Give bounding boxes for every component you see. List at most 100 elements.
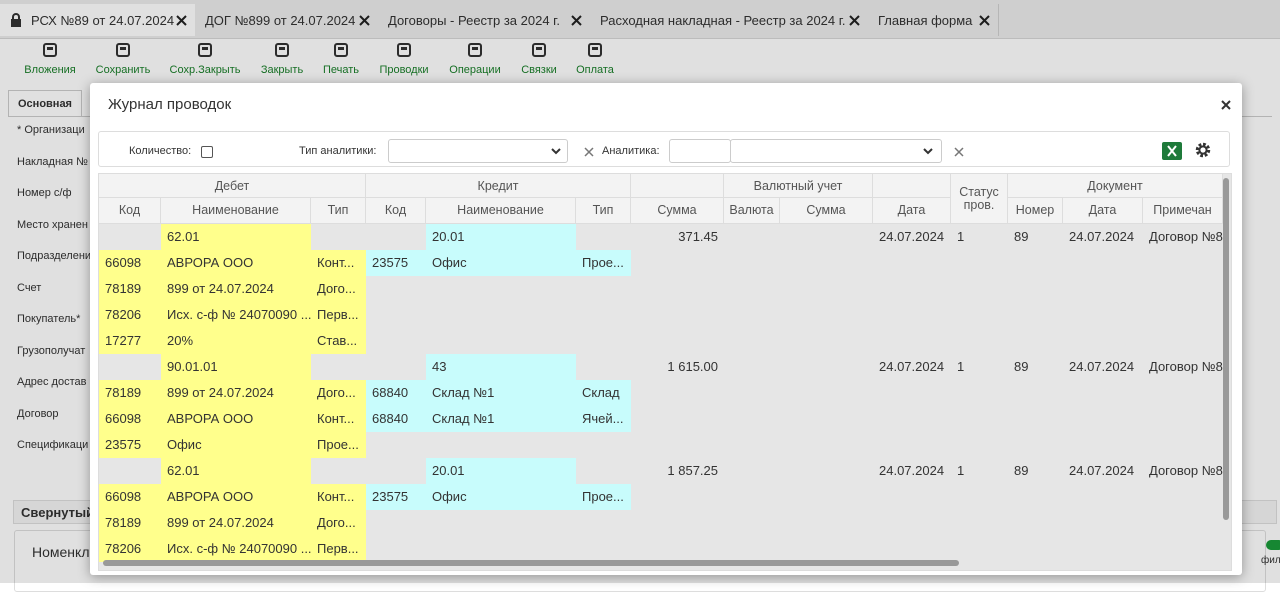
- table-cell: [724, 432, 780, 458]
- analytics-type-select[interactable]: [388, 139, 568, 163]
- table-cell: [366, 510, 426, 536]
- column-header[interactable]: Код: [366, 198, 426, 224]
- table-cell: Склад: [576, 380, 631, 406]
- table-cell: [780, 250, 873, 276]
- tab-close[interactable]: [174, 13, 190, 29]
- tab[interactable]: Главная форма: [868, 4, 999, 36]
- toolbar-icon[interactable]: [396, 42, 412, 58]
- dropdown-arrow: [551, 148, 561, 155]
- toolbar-icon[interactable]: [467, 42, 483, 58]
- table-cell: Договор №8: [1143, 224, 1231, 250]
- toolbar-button[interactable]: Проводки: [379, 64, 429, 76]
- tab-close[interactable]: [977, 13, 993, 29]
- column-header[interactable]: Номер: [1008, 198, 1063, 224]
- field-label: Номер с/ф: [17, 187, 72, 199]
- toolbar-icon[interactable]: [333, 42, 349, 58]
- table-cell: [1143, 276, 1231, 302]
- table-cell: [366, 458, 426, 484]
- tab-close[interactable]: [569, 13, 585, 29]
- toolbar-button[interactable]: Печать: [322, 64, 360, 76]
- table-cell: [724, 380, 780, 406]
- toolbar-button[interactable]: Сохр.Закрыть: [169, 64, 241, 76]
- analytics-select[interactable]: [730, 139, 942, 163]
- table-cell: [780, 458, 873, 484]
- table-cell: [366, 276, 426, 302]
- analytics-input[interactable]: [669, 139, 731, 163]
- table-cell: [951, 276, 1008, 302]
- toolbar-icon[interactable]: [115, 42, 131, 58]
- column-header[interactable]: Код: [99, 198, 161, 224]
- toolbar-icon[interactable]: [42, 42, 58, 58]
- field-label: Счет: [17, 281, 42, 294]
- table-cell: 899 от 24.07.2024: [161, 510, 311, 536]
- dialog-title: Журнал проводок: [108, 96, 232, 113]
- filter-bar: [98, 131, 1230, 167]
- column-header[interactable]: Наименование: [161, 198, 311, 224]
- column-header[interactable]: Дата: [873, 198, 951, 224]
- table-cell: [951, 406, 1008, 432]
- journal-table: Дебет Кредит Валютный учет Документ Код Наиме…: [98, 173, 1232, 571]
- tab[interactable]: РСХ №89 от 24.07.2024: [0, 4, 196, 36]
- field-label: Место хранен: [17, 218, 88, 231]
- column-header[interactable]: Тип: [576, 198, 631, 224]
- toolbar-button[interactable]: Сохранить: [95, 64, 151, 76]
- column-header[interactable]: Дата: [1063, 198, 1143, 224]
- column-header[interactable]: Валюта: [724, 198, 780, 224]
- table-cell: 24.07.2024: [1063, 354, 1143, 380]
- table-cell: [631, 432, 724, 458]
- table-cell: [631, 276, 724, 302]
- clear-button[interactable]: [584, 147, 594, 157]
- table-cell: [1008, 302, 1063, 328]
- table-cell: [631, 484, 724, 510]
- table-cell: [1143, 536, 1231, 562]
- table-cell: [873, 380, 951, 406]
- excel-button[interactable]: [1162, 142, 1182, 160]
- close-button[interactable]: [1221, 100, 1231, 110]
- table-cell: [724, 484, 780, 510]
- toolbar-button[interactable]: Оплата: [576, 64, 614, 76]
- table-cell: 24.07.2024: [1063, 224, 1143, 250]
- table-cell: [576, 458, 631, 484]
- column-group: Валютный учет: [724, 174, 873, 198]
- table-cell: 62.01: [161, 224, 311, 250]
- clear-button[interactable]: [954, 147, 964, 157]
- toolbar-button[interactable]: Закрыть: [260, 64, 304, 76]
- tab-close[interactable]: [847, 13, 863, 29]
- table-cell: 78189: [99, 510, 161, 536]
- column-header[interactable]: Сумма: [780, 198, 873, 224]
- tab[interactable]: Договоры - Реестр за 2024 г.: [378, 4, 591, 36]
- toolbar-button[interactable]: Вложения: [24, 64, 76, 76]
- toolbar-icon[interactable]: [197, 42, 213, 58]
- column-header[interactable]: Тип: [311, 198, 366, 224]
- field-label: Подразделени: [17, 250, 92, 262]
- toolbar-button[interactable]: Связки: [521, 64, 557, 76]
- tab[interactable]: Расходная накладная - Реестр за 2024 г.: [590, 4, 869, 36]
- table-cell: [1008, 276, 1063, 302]
- toolbar-icon[interactable]: [531, 42, 547, 58]
- table-cell: 89: [1008, 224, 1063, 250]
- v-scrollbar[interactable]: [1223, 178, 1229, 520]
- toolbar-icon[interactable]: [274, 42, 290, 58]
- column-header[interactable]: Примечан: [1143, 198, 1223, 224]
- quantity-checkbox[interactable]: [201, 146, 213, 158]
- tab[interactable]: ДОГ №899 от 24.07.2024: [195, 4, 379, 36]
- tab-close[interactable]: [357, 13, 373, 29]
- column-header[interactable]: Наименование: [426, 198, 576, 224]
- table-cell: 24.07.2024: [873, 224, 951, 250]
- toolbar-icon[interactable]: [587, 42, 603, 58]
- analytics-type-label: Тип аналитики:: [299, 145, 377, 157]
- table-cell: [426, 328, 576, 354]
- toolbar-button[interactable]: Операции: [449, 64, 501, 76]
- toggle[interactable]: [1266, 540, 1280, 550]
- settings-button[interactable]: [1194, 141, 1212, 159]
- table-cell: [873, 536, 951, 562]
- lock-icon: [11, 13, 21, 27]
- form-tab[interactable]: Основная: [8, 90, 82, 117]
- h-scrollbar[interactable]: [103, 560, 959, 566]
- table-cell: [780, 484, 873, 510]
- table-cell: АВРОРА ООО: [161, 484, 311, 510]
- column-header[interactable]: Статус пров.: [951, 174, 1008, 224]
- field-label: Спецификаци: [17, 439, 89, 451]
- column-header[interactable]: Сумма: [631, 198, 724, 224]
- table-cell: 68840: [366, 380, 426, 406]
